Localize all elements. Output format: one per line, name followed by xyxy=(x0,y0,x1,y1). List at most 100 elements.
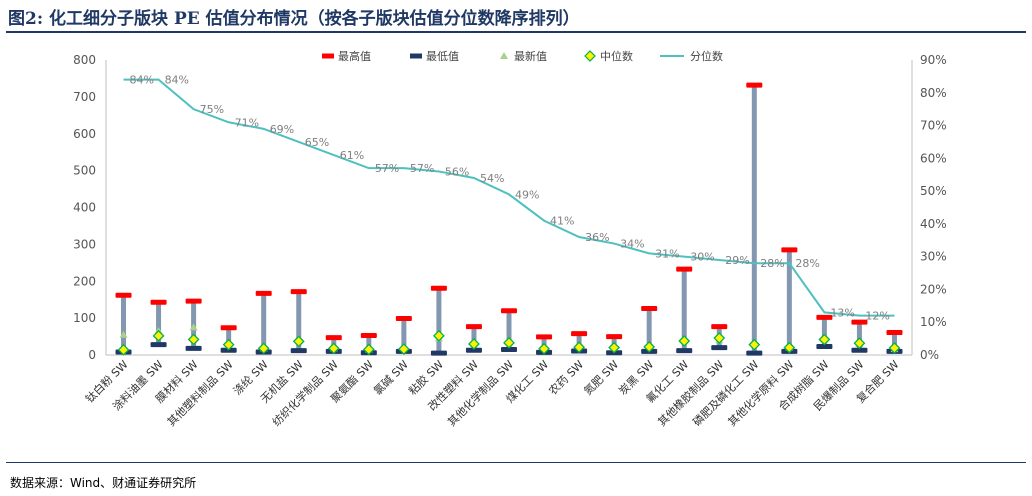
markers xyxy=(115,82,903,356)
max-marker xyxy=(185,298,202,304)
median-marker xyxy=(853,337,866,350)
right-tick-label: 10% xyxy=(920,315,947,329)
right-tick-label: 20% xyxy=(920,282,947,296)
percentile-data-label: 49% xyxy=(515,188,539,201)
latest-marker xyxy=(189,323,198,331)
percentile-data-label: 54% xyxy=(480,172,504,185)
max-marker xyxy=(220,325,237,331)
max-marker xyxy=(430,285,447,291)
left-tick-label: 100 xyxy=(73,311,96,325)
left-tick-label: 400 xyxy=(73,201,96,215)
max-marker xyxy=(711,324,728,330)
range-bar xyxy=(401,318,407,352)
range-bar xyxy=(751,85,757,354)
category-label: 其他塑料制品 SW xyxy=(164,357,236,429)
max-marker xyxy=(290,289,307,295)
legend-item: 最高值 xyxy=(322,49,371,63)
source-note: 数据来源：Wind、财通证券研究所 xyxy=(10,476,197,490)
median-marker xyxy=(643,340,656,353)
median-marker xyxy=(748,338,761,351)
median-marker xyxy=(713,332,726,344)
range-bar xyxy=(261,293,267,353)
median-marker xyxy=(538,342,550,355)
right-tick-label: 70% xyxy=(920,119,947,133)
median-marker xyxy=(187,333,200,346)
max-marker xyxy=(676,266,693,272)
max-marker xyxy=(816,314,833,320)
median-marker xyxy=(152,329,165,342)
percentile-data-label: 13% xyxy=(830,306,854,319)
left-tick-label: 800 xyxy=(73,53,96,67)
max-marker xyxy=(571,331,588,337)
min-marker xyxy=(290,348,307,354)
range-bar xyxy=(436,288,442,354)
left-tick-label: 500 xyxy=(73,164,96,178)
max-marker xyxy=(395,315,412,321)
median-marker xyxy=(327,342,340,355)
percentile-data-label: 31% xyxy=(655,247,679,260)
percentile-data-label: 71% xyxy=(235,116,259,129)
percentile-data-label: 57% xyxy=(375,162,399,175)
min-marker xyxy=(501,346,517,352)
min-marker xyxy=(676,348,693,354)
percentile-data-label: 28% xyxy=(760,257,784,270)
category-label: 其他橡胶制品 SW xyxy=(655,357,727,429)
max-marker xyxy=(641,306,658,312)
range-bar xyxy=(156,302,162,345)
median-marker xyxy=(573,341,586,354)
percentile-data-label: 84% xyxy=(130,74,154,87)
left-tick-label: 600 xyxy=(73,127,96,141)
legend-item: 最低值 xyxy=(410,50,459,63)
median-marker xyxy=(818,333,831,346)
footer-rule xyxy=(6,462,1026,463)
percentile-data-label: 36% xyxy=(585,231,609,244)
range-bar xyxy=(786,249,792,352)
max-marker xyxy=(115,292,132,298)
legend-label: 最低值 xyxy=(426,50,459,63)
percentile-data-label: 30% xyxy=(690,251,714,264)
right-tick-label: 60% xyxy=(920,151,947,165)
percentile-data-label: 34% xyxy=(620,238,644,251)
title-rule xyxy=(6,31,1026,33)
range-bar xyxy=(891,332,897,352)
chart-title: 图2: 化工细分子版块 PE 估值分布情况（按各子版块估值分位数降序排列） xyxy=(8,9,580,29)
max-marker xyxy=(781,247,798,253)
legend-item: 最新值 xyxy=(500,49,547,63)
percentile-data-label: 41% xyxy=(550,215,574,228)
percentile-data-label: 28% xyxy=(795,257,819,270)
median-marker xyxy=(503,336,515,349)
category-label: 氮肥 SW xyxy=(581,357,622,398)
range-bar xyxy=(646,308,652,352)
percentile-data-label: 57% xyxy=(410,162,434,175)
legend-swatch xyxy=(410,53,422,59)
axes: 0 100 200 300 400 500 600 700 800 0% 10% 20% 30% 40% 5… xyxy=(73,53,947,362)
max-marker xyxy=(501,308,517,314)
median-marker xyxy=(397,343,410,356)
percentile-line: 84% 84% 75% 71% 69% 65% 61% 57% 57% 56% 54% 49% 41% 3… xyxy=(123,74,895,323)
latest-marker xyxy=(119,330,128,338)
percentile-data-label: 61% xyxy=(340,149,364,162)
max-marker xyxy=(325,335,342,341)
min-marker xyxy=(816,344,833,350)
median-marker xyxy=(117,343,130,356)
percentile-data-label: 84% xyxy=(165,74,189,87)
legend-label: 分位数 xyxy=(690,49,723,63)
right-tick-label: 0% xyxy=(920,348,939,362)
median-marker xyxy=(222,338,235,351)
percentile-data-label: 12% xyxy=(865,310,889,323)
max-marker xyxy=(606,334,623,340)
left-tick-label: 0 xyxy=(88,348,96,362)
category-label: 其他化学原料 SW xyxy=(725,357,797,429)
percentile-data-label: 65% xyxy=(305,136,329,149)
left-tick-label: 200 xyxy=(73,274,96,288)
legend-swatch xyxy=(584,50,596,62)
right-tick-label: 40% xyxy=(920,217,947,231)
left-tick-label: 300 xyxy=(73,237,96,251)
median-marker xyxy=(888,342,901,354)
legend-label: 中位数 xyxy=(600,49,633,63)
min-marker xyxy=(851,347,868,353)
left-tick-label: 700 xyxy=(73,90,96,104)
min-marker xyxy=(185,345,202,351)
right-tick-label: 90% xyxy=(920,53,947,67)
